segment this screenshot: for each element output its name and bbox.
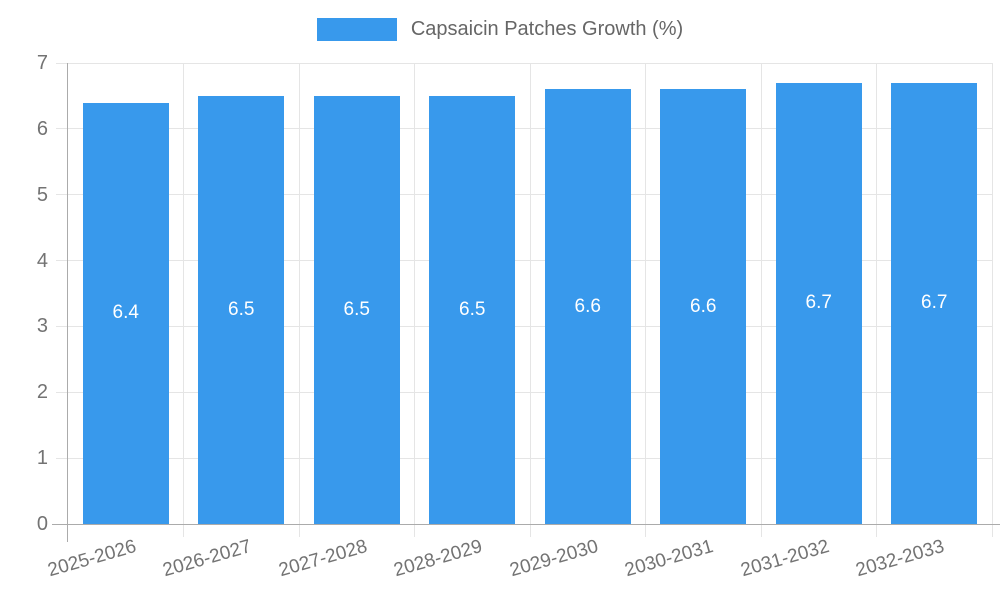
x-tick-label: 2032-2033	[853, 536, 948, 582]
v-gridline	[991, 63, 993, 537]
y-tick-label: 4	[36, 249, 48, 272]
x-tick-label: 2030-2031	[622, 536, 717, 582]
v-gridline	[298, 63, 300, 537]
legend-label: Capsaicin Patches Growth (%)	[410, 18, 684, 40]
bar-value-label: 6.7	[921, 292, 948, 314]
h-gridline	[56, 325, 992, 327]
y-tick-label: 6	[36, 117, 48, 140]
x-tick-label: 2026-2027	[160, 536, 255, 582]
y-tick-label: 5	[36, 183, 48, 206]
bar: 6.5	[198, 95, 285, 524]
y-tick-label: 7	[36, 52, 48, 74]
bar-value-label: 6.6	[690, 295, 717, 317]
bar: 6.5	[313, 95, 400, 524]
v-gridline	[645, 63, 646, 537]
h-gridline	[56, 457, 992, 459]
x-tick-label: 2029-2030	[507, 536, 601, 582]
x-tick-label: 2027-2028	[276, 536, 370, 582]
bar-value-label: 6.5	[228, 298, 255, 320]
bar-value-label: 6.5	[343, 298, 370, 320]
h-gridline	[56, 260, 992, 262]
bar: 6.4	[82, 102, 169, 524]
y-tick-label: 2	[36, 381, 48, 404]
v-gridline	[529, 63, 531, 537]
x-tick-label: 2028-2029	[391, 536, 486, 582]
legend[interactable]: Capsaicin Patches Growth (%)	[0, 18, 1000, 41]
h-gridline	[56, 62, 992, 64]
x-tick-label: 2031-2032	[738, 536, 832, 582]
bar: 6.6	[544, 89, 631, 524]
bar: 6.5	[429, 95, 516, 524]
bar: 6.6	[660, 89, 747, 524]
y-axis-line	[67, 63, 68, 542]
bar: 6.7	[891, 82, 978, 524]
h-gridline	[56, 391, 992, 393]
bar-value-label: 6.6	[574, 295, 601, 317]
bar: 6.7	[775, 82, 862, 524]
bar-value-label: 6.4	[112, 302, 139, 324]
bar-value-label: 6.7	[805, 292, 832, 314]
v-gridline	[414, 63, 415, 537]
bar-value-label: 6.5	[459, 298, 486, 320]
h-gridline	[56, 194, 992, 196]
y-tick-label: 1	[36, 447, 48, 470]
v-gridline	[760, 63, 762, 537]
v-gridline	[876, 63, 877, 537]
x-tick-label: 2025-2026	[45, 536, 139, 582]
v-gridline	[183, 63, 184, 537]
h-gridline	[56, 128, 992, 130]
y-tick-label: 0	[36, 513, 48, 535]
legend-swatch	[316, 18, 397, 41]
x-axis-line	[52, 523, 1000, 525]
y-tick-label: 3	[36, 315, 48, 338]
